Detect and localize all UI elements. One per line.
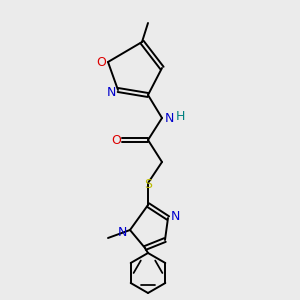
Text: N: N: [106, 86, 116, 100]
Text: O: O: [111, 134, 121, 146]
Text: S: S: [144, 178, 152, 191]
Text: N: N: [165, 112, 174, 124]
Text: N: N: [117, 226, 127, 239]
Text: H: H: [176, 110, 185, 122]
Text: O: O: [96, 56, 106, 68]
Text: N: N: [170, 209, 180, 223]
